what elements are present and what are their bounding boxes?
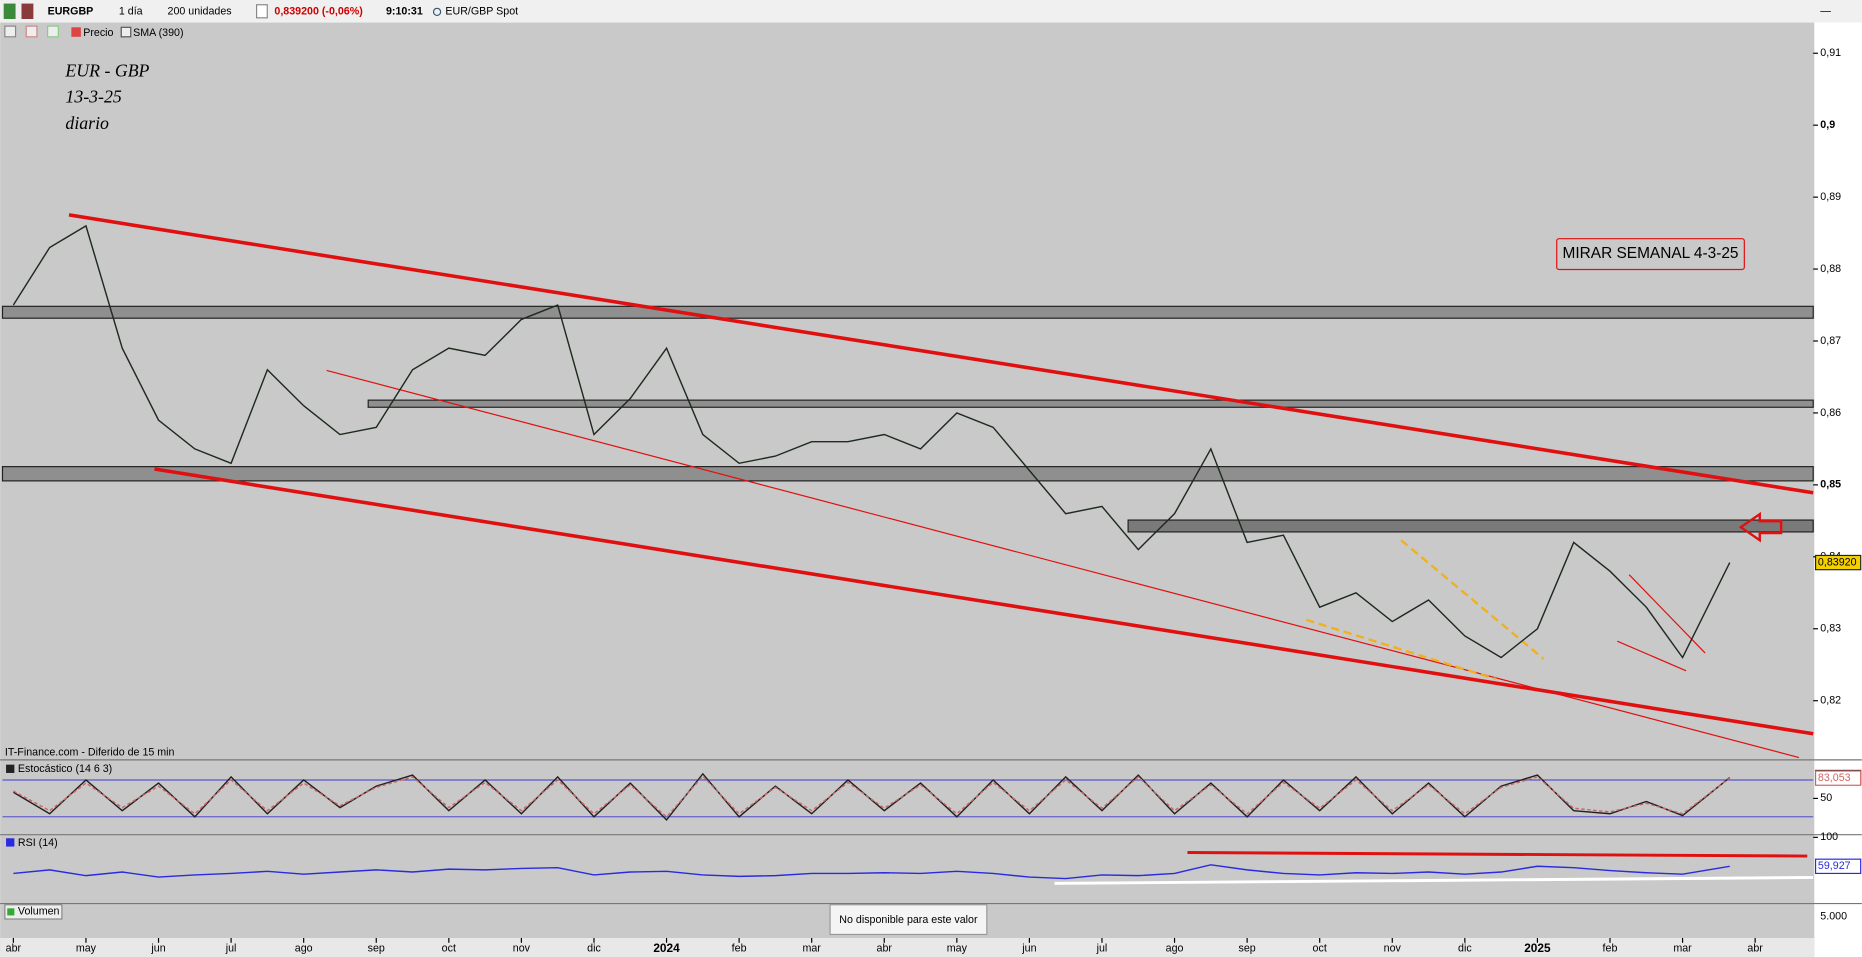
trend-line [1628, 574, 1706, 654]
instrument: EUR/GBP Spot [445, 6, 518, 18]
y-tick-label: 0,9 [1820, 119, 1835, 131]
zone [367, 399, 1814, 408]
x-tick-label: mar [802, 943, 821, 955]
last-value-label: 0,83920 [1818, 556, 1857, 568]
x-tick-label: mar [1673, 943, 1692, 955]
time-axis-area [0, 938, 1815, 957]
btn[interactable] [25, 25, 38, 38]
zone [1, 305, 1814, 319]
last-value-label: 59,927 [1818, 860, 1851, 872]
btn[interactable] [47, 25, 59, 38]
trend-line [1054, 875, 1814, 885]
trend-line [326, 369, 1800, 759]
info-icon[interactable] [255, 4, 268, 19]
annotation-box [1556, 238, 1745, 271]
annotation: MIRAR SEMANAL 4-3-25 [1563, 245, 1739, 262]
x-tick-label: ago [1166, 943, 1184, 955]
time: 9:10:31 [386, 6, 423, 18]
price-axis-area [1814, 22, 1862, 956]
zone [1, 466, 1814, 482]
annotation: EUR - GBP [64, 61, 149, 81]
x-tick-label: 2025 [1524, 941, 1551, 955]
notice-box [829, 904, 988, 936]
period[interactable]: 1 día [119, 6, 143, 18]
series-line [13, 772, 1731, 821]
y-tick-label: 0,85 [1820, 479, 1841, 491]
x-tick-label: may [76, 943, 97, 955]
panel-title: Estocástico (14 6 3) [18, 763, 112, 775]
x-tick-label: oct [442, 943, 456, 955]
candle-icon[interactable] [3, 3, 16, 19]
y-tick-label: 50 [1820, 792, 1832, 804]
plot-area [0, 22, 1815, 956]
trend-line [1400, 539, 1545, 660]
x-tick-label: dic [1458, 943, 1472, 955]
y-tick-label: 0,82 [1820, 695, 1841, 707]
panel-icon [6, 764, 15, 773]
y-tick-label: 5.000 [1820, 910, 1847, 922]
legend-item: SMA (390) [133, 27, 183, 39]
x-tick-label: sep [1239, 943, 1256, 955]
panel-title-box [4, 904, 63, 920]
panel-icon [6, 838, 15, 847]
x-tick-label: dic [587, 943, 601, 955]
x-tick-label: jun [1021, 943, 1036, 955]
x-tick-label: feb [732, 943, 747, 955]
arrow [1738, 511, 1783, 543]
annotation: diario [65, 113, 109, 133]
legend-swatch [71, 27, 81, 37]
y-tick-label: 0,87 [1820, 335, 1841, 347]
y-tick-label: 0,91 [1820, 47, 1841, 59]
last-value-tag [1814, 858, 1862, 875]
trend-line [1187, 851, 1808, 858]
annotation: 13-3-25 [65, 87, 121, 107]
x-tick-label: abr [877, 943, 893, 955]
x-tick-label: sep [368, 943, 385, 955]
toolbar [0, 0, 1862, 23]
last-value-tag [1814, 554, 1862, 571]
y-tick-label: 0,88 [1820, 263, 1841, 275]
x-tick-label: oct [1313, 943, 1327, 955]
panel-title: Volumen [18, 906, 60, 918]
units[interactable]: 200 unidades [168, 6, 232, 18]
x-tick-label: nov [1384, 943, 1402, 955]
x-tick-label: nov [513, 943, 531, 955]
x-tick-label: jul [225, 943, 237, 955]
zone [1127, 519, 1814, 533]
trend-line [68, 213, 1814, 495]
series-line [13, 775, 1731, 818]
window-btn[interactable]: — [1820, 6, 1831, 18]
chart-icon[interactable] [21, 3, 34, 19]
panel-title: RSI (14) [18, 837, 58, 849]
y-tick-label: 0,86 [1820, 407, 1841, 419]
panel-icon [7, 908, 15, 916]
legend-item: Precio [83, 27, 113, 39]
x-tick-label: abr [6, 943, 22, 955]
x-tick-label: jun [150, 943, 165, 955]
spot-icon [432, 7, 442, 17]
trend-line [154, 467, 1814, 736]
x-tick-label: 2024 [653, 941, 680, 955]
x-tick-label: abr [1747, 943, 1763, 955]
source: IT-Finance.com - Diferido de 15 min [5, 747, 175, 759]
symbol[interactable]: EURGBP [48, 6, 94, 18]
legend-swatch [120, 26, 132, 38]
quote: 0,839200 (-0,06%) [274, 6, 363, 18]
x-tick-label: ago [295, 943, 313, 955]
btn[interactable] [4, 25, 17, 38]
notice: No disponible para este valor [839, 914, 978, 926]
y-tick-label: 0,89 [1820, 191, 1841, 203]
trend-line [1617, 640, 1687, 672]
series-line [13, 864, 1730, 880]
trend-line [1305, 618, 1497, 681]
last-value-label: 83,053 [1818, 772, 1851, 784]
series-line [12, 224, 1731, 659]
y-tick-label: 100 [1820, 831, 1838, 843]
last-value-tag [1814, 770, 1862, 786]
x-tick-label: may [947, 943, 968, 955]
x-tick-label: feb [1603, 943, 1618, 955]
x-tick-label: jul [1096, 943, 1108, 955]
y-tick-label: 0,83 [1820, 623, 1841, 635]
